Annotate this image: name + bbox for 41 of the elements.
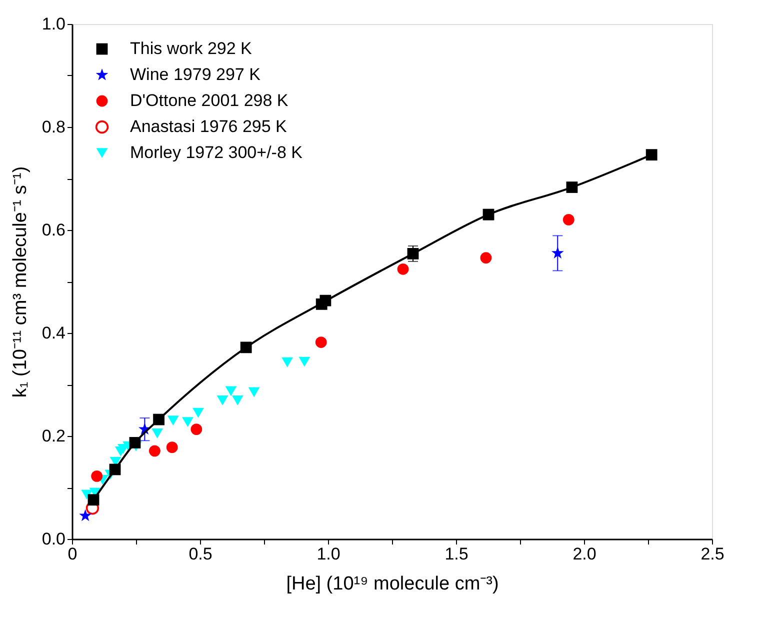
point (167, 416, 179, 426)
point (225, 386, 237, 396)
x-axis-title: [He] (10¹⁹ molecule cm⁻³) (286, 574, 499, 594)
point (315, 336, 327, 348)
point (182, 417, 194, 428)
point (91, 470, 103, 482)
legend-label: This work 292 K (130, 39, 253, 58)
point (282, 357, 293, 368)
point (148, 445, 160, 457)
y-tick-label: 1.0 (42, 14, 66, 34)
x-tick-label: 2.5 (700, 544, 724, 564)
point (646, 149, 658, 161)
y-tick-label: 0.8 (42, 118, 66, 136)
point (397, 263, 409, 275)
point (86, 502, 100, 515)
point (232, 396, 244, 406)
point (166, 442, 178, 454)
point (192, 408, 204, 418)
legend-label: Anastasi 1976 295 K (130, 117, 288, 136)
point (79, 509, 92, 522)
y-tick-label: 0.6 (42, 220, 66, 240)
x-tick-label: 0.5 (188, 544, 212, 564)
x-tick-label: 2.0 (572, 544, 596, 564)
point (551, 246, 564, 258)
point (480, 252, 492, 264)
y-axis-title: k₁ (10⁻¹¹ cm³ molecule⁻¹ s⁻¹) (10, 166, 31, 398)
x-tick-label: 0 (68, 544, 78, 564)
x-tick-label: 1.0 (316, 544, 340, 564)
y-tick-label: 0.0 (42, 530, 66, 548)
point (190, 424, 202, 435)
point (562, 214, 574, 226)
y-tick-label: 0.4 (42, 324, 66, 342)
point (152, 428, 163, 438)
point (248, 387, 260, 398)
legend-label: D'Ottone 2001 298 K (130, 91, 289, 110)
point (216, 396, 228, 406)
legend-label: Morley 1972 300+/-8 K (130, 143, 304, 162)
legend-label: Wine 1979 297 K (130, 65, 262, 84)
point (298, 356, 310, 367)
y-tick-label: 0.2 (42, 426, 66, 446)
x-tick-label: 1.5 (444, 544, 468, 564)
